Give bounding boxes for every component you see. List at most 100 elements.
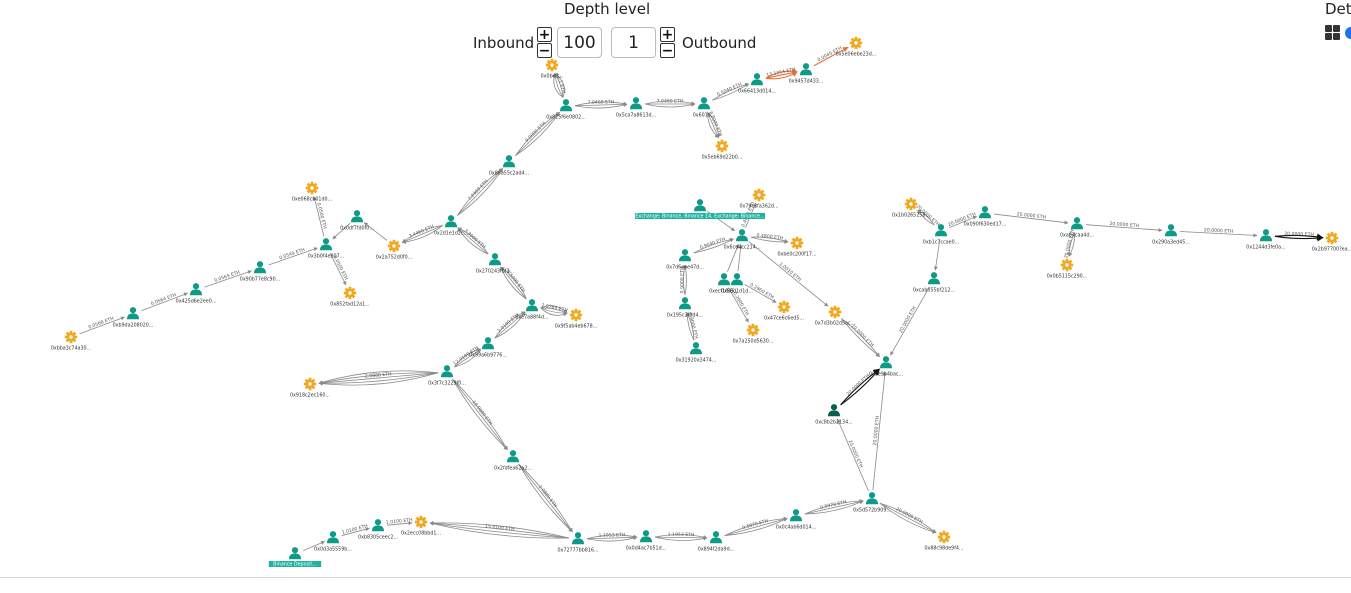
edge-n12-n14[interactable]	[332, 222, 351, 240]
node-user[interactable]: 0x99a6b9776...	[469, 337, 507, 359]
inbound-decrement-button[interactable]: −	[537, 43, 552, 59]
node-contract[interactable]: 0xbe0c200f17...	[777, 236, 817, 258]
node-contract[interactable]: 0x79c3fa362d...	[739, 188, 779, 210]
exchange-tag[interactable]: Exchange: Binance, Binance 14, Exchange:…	[635, 213, 765, 220]
edge-n2-n1[interactable]: 1.1 ETH	[551, 73, 567, 98]
node-user[interactable]: 0x66413d014...	[738, 73, 776, 95]
edge-n46-n41[interactable]: 0.9000 ETH	[680, 264, 688, 296]
edge-n53-n55[interactable]: 20.0000 ETH	[993, 211, 1069, 225]
node-user[interactable]: 0xecf18d5...	[709, 273, 739, 295]
node-user[interactable]: 0x6cd4cc214...	[724, 229, 761, 251]
outbound-depth-input[interactable]	[611, 27, 656, 58]
node-user[interactable]: 0xb1c7ccae0...	[923, 224, 959, 246]
outbound-increment-button[interactable]: +	[660, 27, 675, 43]
edge-n31-n50[interactable]: 20.0000 ETH	[837, 418, 869, 491]
node-contract[interactable]: 0x2a752d0f0...	[376, 239, 412, 261]
node-user[interactable]: 0x0c4ab6d014...	[776, 509, 816, 531]
edge-n26-n27[interactable]: 2.0880 ETH	[518, 463, 573, 533]
node-user[interactable]: 0x72777bb816...	[558, 532, 599, 554]
node-contract[interactable]: 0x1b0265258...	[892, 197, 930, 219]
node-user[interactable]: 0x3f7c3229f0...	[428, 365, 466, 387]
node-user[interactable]: 0x0e9b4bac...	[869, 356, 903, 378]
grid-view-icon[interactable]	[1325, 25, 1341, 41]
edge-n14-n13[interactable]: 0.0500 ETH	[313, 196, 328, 237]
edge-n28-n29[interactable]: 1.1953 ETH	[654, 532, 708, 541]
node-contract[interactable]: 0x5e06ebe23d...	[836, 36, 877, 58]
node-dark[interactable]: 0xc8b2b2134...	[815, 404, 853, 426]
edge-n21-n22[interactable]: 2.9769 ETH	[540, 302, 568, 317]
node-user[interactable]: 0x31920a3474...	[676, 342, 717, 364]
edge-n43-n39[interactable]	[737, 244, 743, 272]
node-user[interactable]: 0xb8305ceec2...	[358, 519, 398, 541]
node-user[interactable]: 0x90b77e8c90...	[240, 261, 280, 283]
node-contract[interactable]: 0x7a250d5630...	[733, 323, 774, 345]
node-user[interactable]: 0xb9da208020...	[113, 307, 154, 329]
edge-n42-n39[interactable]	[727, 243, 740, 272]
node-user[interactable]: 0x1244d3fe0a...	[1246, 229, 1286, 251]
node-contract[interactable]: 0x918c2ec160...	[290, 377, 330, 399]
node-user[interactable]: 0xcab055bf212...	[913, 272, 955, 294]
node-contract[interactable]: 0x2b97700?ea...	[1312, 231, 1351, 253]
node-contract[interactable]: 0x47ce6c6ed5...	[764, 300, 804, 322]
edge-n27-n28[interactable]: 1.1953 ETH	[586, 532, 638, 542]
edge-n30-n31[interactable]: 0.5970 ETH	[804, 499, 864, 515]
edge-n35-n34[interactable]: 1.0100 ETH	[341, 523, 370, 537]
node-contract[interactable]: 0x9f5ab4eb678...	[555, 308, 597, 330]
edge-n39-n40[interactable]: 0.4800 ETH	[750, 232, 789, 244]
edge-n52-n54[interactable]	[933, 239, 941, 271]
node-user[interactable]: 0x2fdfea62a2...	[494, 450, 532, 472]
edge-n31-n49[interactable]: 20.0000 ETH	[872, 371, 887, 491]
node-user[interactable]: 0x425d6e2ee0...	[176, 283, 217, 305]
node-contract[interactable]: 0x0b5115c290...	[1047, 258, 1088, 280]
inbound-increment-button[interactable]: +	[537, 27, 552, 43]
edge-n27-n33[interactable]: 15.0100 ETH	[429, 520, 570, 539]
edge-n36-n35[interactable]	[303, 541, 326, 551]
node-user[interactable]: 0x0d4ac7b51d...	[626, 530, 666, 552]
node-contract[interactable]: 0x852fad12a1...	[330, 286, 370, 308]
node-contract[interactable]: 0x0bd3...	[541, 58, 564, 80]
edge-n24-n26[interactable]: 10.0000 ETH	[452, 378, 508, 451]
node-user[interactable]: 0x9457d433...	[789, 63, 824, 85]
edge-n11-n12[interactable]	[363, 222, 388, 241]
node-user[interactable]: 0x5ca7a8613d...	[616, 97, 656, 119]
edge-n58-n59[interactable]: 20.0000 ETH	[1274, 231, 1324, 242]
node-user[interactable]: 0xa84caa4d...	[1060, 217, 1094, 239]
node-user[interactable]: 0x0df7fd0f0...	[340, 210, 374, 232]
node-user[interactable]: 0x58d1d1d...	[721, 273, 753, 295]
edge-n55-n57[interactable]: 20.0000 ETH	[1085, 221, 1163, 233]
node-contract[interactable]: 0x7d3b02d5ac...	[815, 305, 855, 327]
node-user[interactable]: 0x195c3f3d4...	[667, 297, 703, 319]
node-contract[interactable]: 0x88c98de9f4...	[924, 530, 964, 552]
node-contract[interactable]: 0xe068cb01d0...	[292, 181, 332, 203]
node-user[interactable]: 0x825f6e0802...	[546, 99, 586, 121]
node-user[interactable]: 0x090f630ed17...	[964, 206, 1007, 228]
exchange-tag[interactable]: Binance Deposit...	[268, 561, 322, 568]
edge-n5-n6[interactable]: 13.1254 ETH	[765, 67, 798, 80]
node-user[interactable]: 0x5d572b909...	[853, 492, 891, 514]
node-user[interactable]: 0x3b0f4e807...	[308, 238, 344, 260]
edge-n39-n48[interactable]: 1.0010 ETH	[748, 241, 829, 307]
view-toggle-indicator[interactable]	[1345, 27, 1351, 39]
node-user[interactable]: 0x0d3a5559b...	[314, 531, 352, 553]
node-user[interactable]: 0x290a3ed45...	[1152, 224, 1190, 246]
edge-n2-n3[interactable]: 7.0460 ETH	[574, 99, 628, 109]
node-user[interactable]: 0x2d1e1d2c...	[434, 215, 468, 237]
edge-n24-n25[interactable]: 2.0880 ETH	[318, 370, 439, 386]
node-user[interactable]: 0x86a55c2ad4...	[489, 155, 529, 177]
node-user[interactable]: 0x894f2da9d...	[698, 531, 734, 553]
node-user[interactable]: 0xe7a88f4d...	[515, 299, 549, 321]
node-user[interactable]: 0x7d6eee47d...	[666, 249, 704, 271]
outbound-decrement-button[interactable]: −	[660, 43, 675, 59]
node-contract[interactable]: 0x5eb69d22b0...	[702, 139, 743, 161]
inbound-depth-input[interactable]	[557, 27, 602, 58]
edge-n54-n49[interactable]: 20.0000 ETH	[890, 286, 930, 356]
node-contract[interactable]: 0xbba3c74a30...	[51, 330, 91, 352]
edge-n3-n4[interactable]: 7.0460 ETH	[644, 99, 696, 108]
edge-n34-n33[interactable]: 1.0100 ETH	[386, 517, 413, 525]
node-user[interactable]	[289, 547, 301, 560]
node-user[interactable]: 0x601a...	[693, 97, 716, 119]
node-user[interactable]: 0x270243fbf3...	[476, 253, 514, 275]
edge-n57-n58[interactable]: 20.0000 ETH	[1179, 227, 1258, 238]
edge-n37-n39[interactable]	[707, 210, 736, 232]
